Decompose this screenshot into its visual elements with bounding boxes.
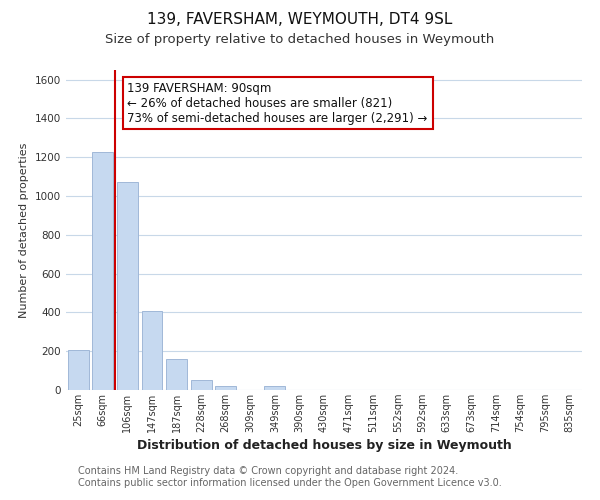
Bar [166, 359, 187, 390]
Bar [265, 386, 286, 390]
Bar [68, 350, 89, 390]
Text: 139 FAVERSHAM: 90sqm
← 26% of detached houses are smaller (821)
73% of semi-deta: 139 FAVERSHAM: 90sqm ← 26% of detached h… [127, 82, 428, 124]
Text: Contains HM Land Registry data © Crown copyright and database right 2024.
Contai: Contains HM Land Registry data © Crown c… [78, 466, 502, 487]
Text: 139, FAVERSHAM, WEYMOUTH, DT4 9SL: 139, FAVERSHAM, WEYMOUTH, DT4 9SL [148, 12, 452, 28]
Y-axis label: Number of detached properties: Number of detached properties [19, 142, 29, 318]
Bar [215, 386, 236, 390]
Text: Size of property relative to detached houses in Weymouth: Size of property relative to detached ho… [106, 32, 494, 46]
Bar [142, 312, 163, 390]
Bar [117, 182, 138, 390]
X-axis label: Distribution of detached houses by size in Weymouth: Distribution of detached houses by size … [137, 439, 511, 452]
Bar [191, 380, 212, 390]
Bar [92, 152, 113, 390]
